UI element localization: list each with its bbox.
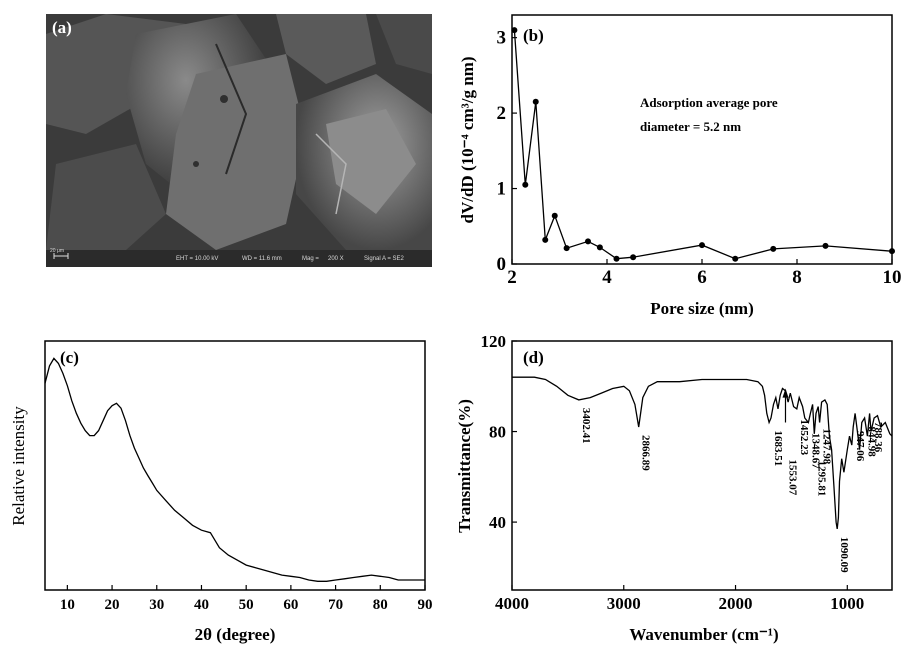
chart-c-frame: [44, 340, 426, 591]
chart-b-ytick-label: 1: [497, 179, 507, 200]
panel-label-a: (a): [52, 18, 72, 37]
chart-d: (d) Wavenumber (cm⁻¹) Transmittance(%) 4…: [455, 332, 893, 644]
chart-d-frame: [511, 340, 893, 591]
panel-label-c: (c): [60, 348, 79, 367]
chart-c-ylabel: Relative intensity: [9, 406, 28, 526]
chart-b-data-point: [542, 236, 549, 243]
chart-b-xtick-label: 10: [883, 267, 902, 288]
chart-d-xtick-label: 3000: [607, 594, 641, 613]
chart-b-data-point: [551, 212, 558, 219]
chart-c-xtick-label: 40: [194, 597, 209, 613]
peak-label: 1452.23: [798, 419, 810, 455]
chart-b-annotation-1: Adsorption average pore: [640, 95, 778, 110]
chart-c-xtick-label: 50: [239, 597, 254, 613]
chart-b: (b) Adsorption average pore diameter = 5…: [458, 14, 902, 318]
chart-c-xtick-label: 30: [149, 597, 164, 613]
chart-c-xtick-label: 80: [373, 597, 388, 613]
chart-b-data-point: [585, 238, 591, 245]
peak-label: 1247.98: [821, 429, 833, 465]
sem-wd: WD = 11.6 mm: [242, 256, 282, 262]
sem-texture: [46, 14, 432, 267]
peak-label: 1348.67: [809, 433, 821, 469]
chart-b-data-point: [630, 254, 637, 261]
sem-eht: EHT = 10.00 kV: [176, 256, 219, 262]
chart-b-ylabel: dV/dD (10⁻⁴ cm³/g nm): [458, 57, 477, 224]
chart-c-xtick-label: 10: [60, 597, 75, 613]
peak-label: 1683.51: [772, 431, 784, 467]
chart-b-data-point: [613, 255, 620, 262]
peak-label: 1295.81: [815, 461, 827, 497]
sem-info-bar: 20 μm EHT = 10.00 kV WD = 11.6 mm Mag = …: [46, 248, 432, 267]
chart-b-data-point: [732, 255, 739, 262]
chart-c-xtick-label: 90: [418, 597, 433, 613]
panel-label-b: (b): [523, 26, 544, 45]
chart-b-data-point: [889, 248, 895, 255]
chart-d-ytick-label: 80: [489, 423, 506, 442]
chart-d-ylabel: Transmittance(%): [455, 399, 474, 533]
panel-label-d: (d): [523, 348, 544, 367]
chart-b-frame: [511, 14, 893, 265]
chart-d-xtick-label: 2000: [719, 594, 753, 613]
peak-label: 844.98: [866, 427, 878, 458]
chart-b-data-point: [522, 181, 529, 188]
sem-mag-value: 200 X: [328, 256, 344, 262]
peak-arrow-head: [782, 388, 789, 398]
chart-b-ytick-label: 3: [497, 28, 507, 49]
chart-c-series-line: [44, 357, 425, 582]
chart-d-ytick-label: 40: [489, 513, 506, 532]
sem-mag-label: Mag =: [302, 256, 319, 262]
chart-b-xtick-label: 8: [792, 267, 802, 288]
chart-b-data-point: [822, 242, 829, 249]
chart-b-ytick-label: 2: [497, 103, 507, 124]
chart-b-xlabel: Pore size (nm): [650, 299, 754, 318]
peak-label: 788.36: [872, 422, 884, 453]
chart-b-xtick-label: 6: [697, 267, 707, 288]
chart-d-series-line: [512, 376, 893, 530]
chart-b-annotation-2: diameter = 5.2 nm: [640, 119, 741, 134]
chart-b-data-point: [532, 98, 539, 105]
sem-signal: Signal A = SE2: [364, 256, 404, 262]
chart-b-xtick-label: 2: [507, 267, 517, 288]
chart-b-ytick-label: 0: [497, 254, 507, 275]
chart-b-xtick-label: 4: [602, 267, 612, 288]
peak-label: 1553.07: [787, 460, 799, 496]
peak-label: 1090.09: [838, 537, 850, 573]
chart-d-xtick-label: 1000: [830, 594, 864, 613]
peak-label: 3402.41: [580, 408, 592, 444]
peak-label: 2866.89: [640, 435, 652, 471]
chart-b-data-point: [596, 244, 603, 251]
scale-bar: [53, 253, 69, 259]
chart-c-xlabel: 2θ (degree): [195, 625, 276, 644]
chart-c-xtick-label: 70: [328, 597, 343, 613]
chart-b-data-point: [699, 242, 705, 249]
chart-c: (c) 2θ (degree) Relative intensity 10 20 3…: [9, 340, 433, 644]
sem-micrograph: (a) 20 μm EHT = 10.00 kV WD = 11.6 mm Ma…: [46, 14, 432, 267]
chart-b-series-line: [513, 30, 893, 260]
scale-bar-label: 20 μm: [50, 248, 64, 254]
chart-d-xtick-label: 4000: [495, 594, 529, 613]
peak-label: 947.06: [854, 431, 866, 462]
chart-b-data-point: [511, 27, 518, 34]
chart-b-data-point: [770, 245, 777, 252]
chart-b-data-point: [563, 245, 570, 252]
chart-d-ytick-label: 120: [481, 332, 507, 351]
chart-d-xlabel: Wavenumber (cm⁻¹): [629, 625, 778, 644]
chart-c-xtick-label: 20: [105, 597, 120, 613]
chart-c-xtick-label: 60: [283, 597, 298, 613]
